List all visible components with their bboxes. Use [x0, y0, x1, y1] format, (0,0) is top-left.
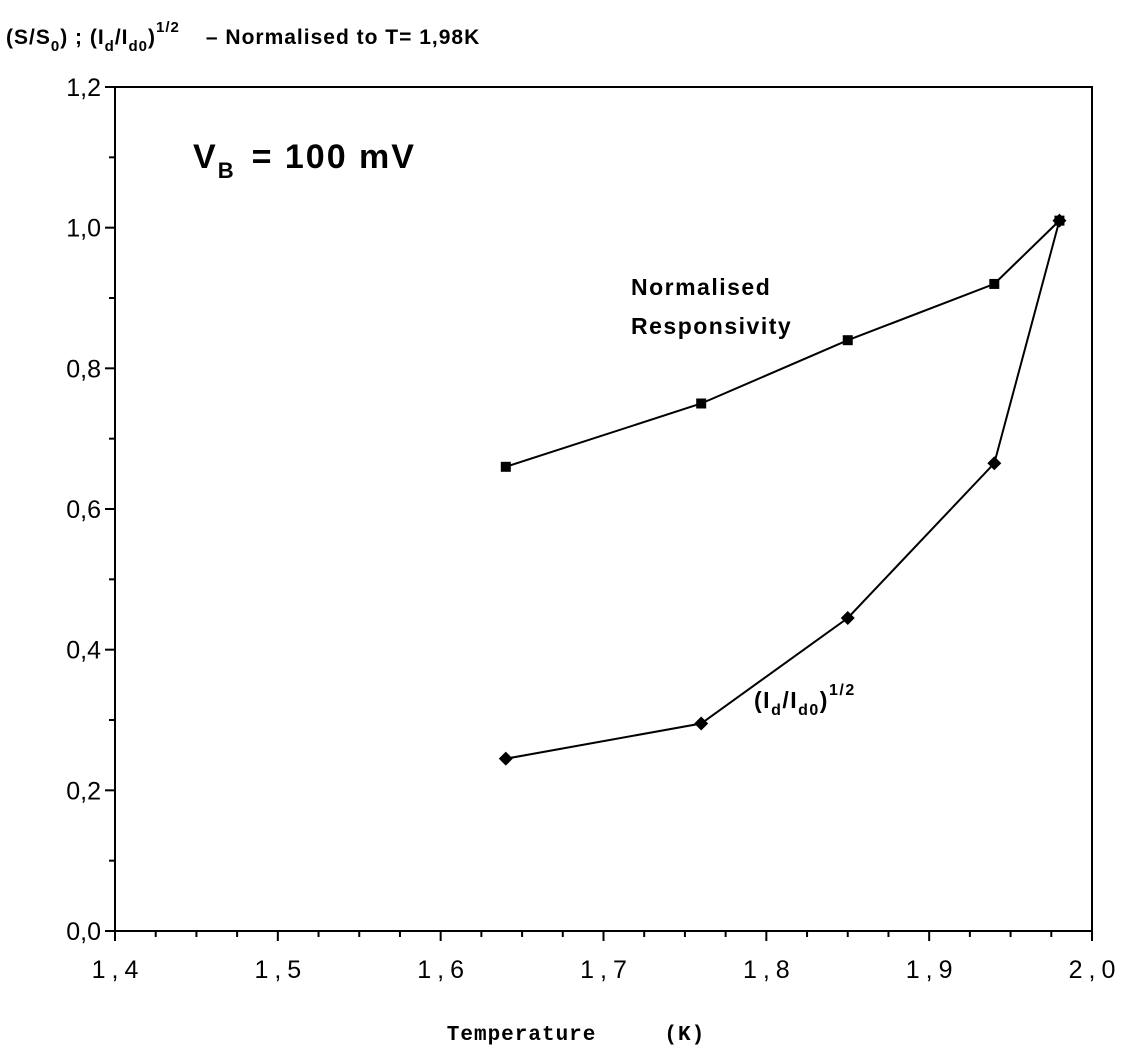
y-tick-label: 0,2: [66, 777, 101, 805]
y-tick-label: 0,0: [66, 918, 101, 946]
data-point-square: [989, 278, 1000, 289]
data-point-diamond: [694, 716, 709, 731]
x-tick-label: 1,7: [580, 956, 633, 984]
x-tick-label: 1,6: [417, 956, 470, 984]
x-axis-label: Temperature (K): [447, 1024, 705, 1047]
data-point-diamond: [987, 456, 1002, 471]
x-axis: 1,4 1,5 1,6 1,7 1,8 1,9 2,0: [92, 931, 1122, 984]
data-point-square: [696, 398, 707, 409]
x-tick-label: 1,9: [906, 956, 959, 984]
plot-frame: [114, 86, 1093, 932]
y-tick-label: 0,8: [66, 355, 101, 383]
data-point-square: [500, 461, 511, 472]
series-line-0: [505, 219, 1061, 468]
y-tick-label: 0,6: [66, 496, 101, 524]
series-label-dark-current: (Id/Id0)1/2: [754, 682, 856, 719]
chart-title: (S/S0) ; (Id/Id0)1/2– Normalised to T= 1…: [6, 19, 480, 55]
series-lines: [505, 219, 1061, 760]
data-point-square: [842, 335, 853, 346]
series-markers: [498, 213, 1067, 766]
y-tick-label: 1,2: [66, 74, 101, 102]
x-tick-label: 2,0: [1069, 956, 1122, 984]
y-tick-label: 1,0: [66, 215, 101, 243]
x-tick-label: 1,4: [92, 956, 145, 984]
bias-voltage-annotation: VB = 100 mV: [193, 138, 416, 183]
data-point-diamond: [840, 611, 855, 626]
y-axis: 0,0 0,2 0,4 0,6 0,8 1,0 1,2: [66, 74, 115, 946]
series-line-1: [505, 220, 1061, 760]
series-label-responsivity: Normalised Responsivity: [631, 274, 792, 339]
data-point-diamond: [1052, 213, 1067, 228]
x-tick-label: 1,5: [254, 956, 307, 984]
data-point-diamond: [498, 751, 513, 766]
x-tick-label: 1,8: [743, 956, 796, 984]
y-tick-label: 0,4: [66, 637, 101, 665]
